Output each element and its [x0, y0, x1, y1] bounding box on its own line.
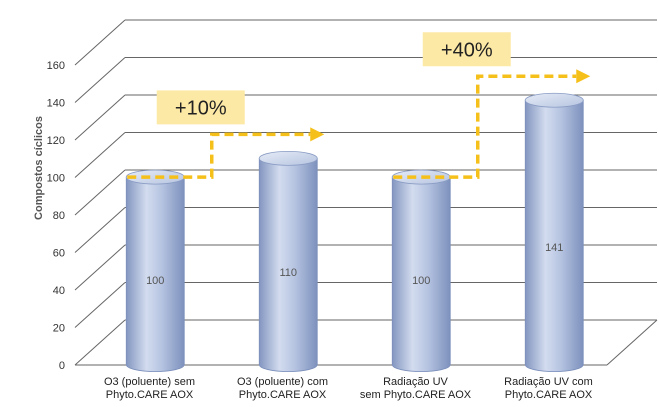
y-tick-label: 140 [47, 98, 65, 110]
y-axis-title: Compostos cíclicos [33, 116, 45, 220]
y-tick-label: 80 [53, 210, 65, 222]
gridline-diagonal [74, 282, 126, 328]
callout-label: +10% [175, 97, 227, 119]
gridline-diagonal [74, 57, 126, 103]
y-tick-label: 60 [53, 248, 65, 260]
data-label: 141 [545, 242, 563, 254]
y-axis: 0 20 40 60 80 100 120 140 160 [47, 60, 65, 372]
bar-top [258, 150, 318, 166]
dashed-arrow [393, 74, 577, 179]
data-label: 110 [279, 267, 297, 279]
y-tick-label: 20 [53, 323, 65, 335]
y-tick-label: 40 [53, 285, 65, 297]
arrow-head-icon [576, 69, 591, 84]
x-tick-label: O3 (poluente) com [237, 376, 328, 388]
bar [258, 150, 318, 373]
x-tick-label: O3 (poluente) sem [104, 376, 195, 388]
gridline-diagonal [74, 94, 126, 141]
gridline-diagonal [74, 19, 126, 66]
x-tick-label: Radiação UV com [504, 376, 593, 388]
gridline-diagonal [74, 319, 126, 366]
bar-body [125, 176, 185, 373]
growth-annotation: +40% [393, 32, 591, 179]
y-tick-label: 100 [47, 173, 65, 185]
x-tick-label: Phyto.CARE AOX [106, 389, 194, 401]
bar [125, 169, 185, 373]
gridline-diagonal [74, 169, 126, 216]
data-labels: 100 110 100 141 [146, 242, 563, 287]
bar-body [391, 176, 451, 373]
floor-edge [606, 319, 658, 366]
x-tick-label: Phyto.CARE AOX [505, 389, 593, 401]
callout-label: +40% [441, 39, 493, 61]
growth-annotation: +10% [127, 90, 325, 179]
data-label: 100 [412, 275, 430, 287]
bars [125, 92, 584, 373]
x-tick-label: Radiação UV [383, 376, 448, 388]
y-tick-label: 160 [47, 60, 65, 72]
y-tick-label: 0 [59, 360, 65, 372]
callout-box [156, 90, 245, 125]
gridline-diagonal [74, 207, 126, 253]
bar [391, 169, 451, 373]
bar-body [258, 157, 318, 373]
bar-body [524, 99, 584, 373]
arrow-head-icon [310, 127, 325, 142]
bar [524, 92, 584, 373]
y-tick-label: 120 [47, 135, 65, 147]
gridline-diagonal [74, 132, 126, 178]
x-tick-label: sem Phyto.CARE AOX [360, 389, 472, 401]
annotations: +10% +40% [127, 32, 591, 179]
gridline-diagonal [74, 244, 126, 291]
dashed-arrow [127, 132, 311, 179]
x-tick-label: Phyto.CARE AOX [239, 389, 327, 401]
bar-top [524, 92, 584, 108]
data-label: 100 [146, 275, 164, 287]
callout-box [422, 32, 511, 67]
